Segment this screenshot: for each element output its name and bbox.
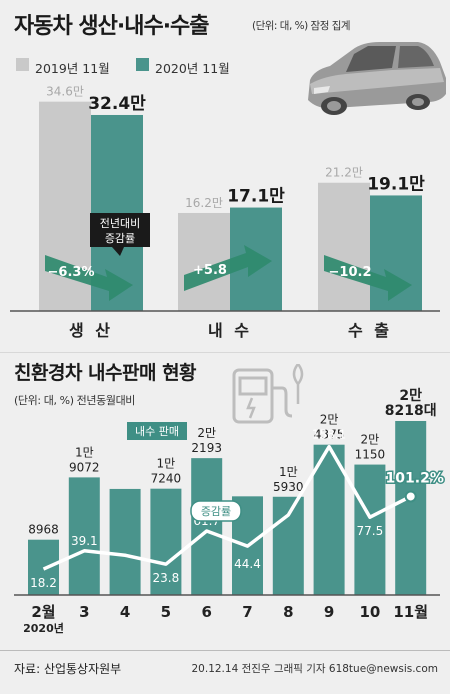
chart2-unit-note: (단위: 대, %) 전년동월대비 xyxy=(14,394,136,407)
callout-box xyxy=(90,213,150,247)
value-label-curr-1: 17.1만 xyxy=(227,187,285,207)
chart1-title: 자동차 생산·내수·수출 xyxy=(14,14,210,39)
chart2-title: 친환경차 내수판매 현황 xyxy=(14,362,197,384)
credit-note: 20.12.14 전진우 그래픽 기자 618tue@newsis.com xyxy=(191,663,439,675)
legend-swatch-prev xyxy=(16,58,29,71)
legend-swatch-curr xyxy=(136,58,149,71)
change-label-1: +5.8 xyxy=(193,263,227,278)
sales-label-1-0: 1만 xyxy=(75,445,94,459)
sales-bar-9 xyxy=(395,420,427,595)
section-divider xyxy=(0,352,450,353)
category-label-1: 내 수 xyxy=(208,321,252,340)
car-illustration xyxy=(308,42,446,115)
sales-label-9-0: 2만 xyxy=(399,388,422,404)
callout-pointer xyxy=(112,247,124,256)
sales-bar-1 xyxy=(68,477,100,595)
month-label-3: 5 xyxy=(161,603,171,621)
month-label-7: 9 xyxy=(324,603,334,621)
sales-bar-3 xyxy=(150,488,182,595)
sales-badge-box xyxy=(127,422,187,440)
rate-label-7: 158.1 xyxy=(312,428,346,442)
rate-label-9: 101.2% xyxy=(386,470,444,486)
value-label-prev-0: 34.6만 xyxy=(46,85,84,99)
month-label-1: 3 xyxy=(79,603,89,621)
sales-label-3-1: 7240 xyxy=(151,472,182,486)
month-label-5: 7 xyxy=(242,603,252,621)
sales-bar-8 xyxy=(354,464,386,595)
category-label-2: 수 출 xyxy=(348,321,392,340)
rate-badge-label: 증감률 xyxy=(201,505,231,518)
rate-label-5: 44.4 xyxy=(234,557,261,571)
legend-label-curr: 2020년 11월 xyxy=(155,61,230,76)
month-label-2: 4 xyxy=(120,603,130,621)
charging-station-icon xyxy=(232,364,304,424)
sales-label-9-1: 8218대 xyxy=(385,403,437,419)
callout-line-1: 전년대비 xyxy=(100,217,140,230)
sales-label-7-1: 4375 xyxy=(314,428,345,442)
sales-label-4-0: 2만 xyxy=(197,426,216,440)
sales-badge-label: 내수 판매 xyxy=(135,425,179,438)
value-label-curr-2: 19.1만 xyxy=(367,174,425,194)
month-label-0: 2월 xyxy=(31,603,55,621)
month-label-9: 11월 xyxy=(393,603,428,621)
change-arrow-1 xyxy=(184,245,272,291)
sales-label-0-0: 8968 xyxy=(28,523,59,537)
sales-bar-6 xyxy=(272,496,304,595)
rate-label-3: 23.8 xyxy=(153,571,180,585)
category-label-0: 생 산 xyxy=(69,321,113,340)
value-label-prev-2: 21.2만 xyxy=(325,166,363,180)
sales-label-6-0: 1만 xyxy=(279,465,298,479)
sales-bar-7 xyxy=(313,444,345,595)
sales-label-7-0: 2만 xyxy=(320,413,339,427)
chart1-svg: 34.6만 32.4만 −6.3% 생 산 16.2만 17.1만 +5.8 내 수 21.2만… xyxy=(10,85,440,340)
sales-label-1-1: 9072 xyxy=(69,460,100,474)
sales-label-8-0: 2만 xyxy=(361,433,380,447)
footer-divider xyxy=(0,650,450,651)
source-note: 자료: 산업통상자원부 xyxy=(14,662,122,676)
rate-label-1: 39.1 xyxy=(71,534,98,548)
change-label-2: −10.2 xyxy=(329,265,372,280)
sales-bar-4 xyxy=(191,458,223,595)
year-note: 2020년 xyxy=(23,621,64,635)
sales-label-6-1: 5930 xyxy=(273,480,304,494)
rate-line xyxy=(42,444,412,571)
change-arrow-0 xyxy=(45,255,133,301)
change-label-0: −6.3% xyxy=(48,265,95,280)
bar-prev-2 xyxy=(318,182,370,311)
month-label-8: 10 xyxy=(359,603,380,621)
month-label-6: 8 xyxy=(283,603,293,621)
month-label-4: 6 xyxy=(201,603,211,621)
chart1-unit-note: (단위: 대, %) 잠정 집계 xyxy=(252,20,351,32)
value-label-curr-0: 32.4만 xyxy=(88,94,146,114)
callout-line-2: 증감률 xyxy=(105,232,135,245)
value-label-prev-1: 16.2만 xyxy=(185,196,223,210)
rate-badge-box xyxy=(190,500,242,522)
rate-label-0: 18.2 xyxy=(30,576,57,590)
sales-label-4-1: 2193 xyxy=(191,441,222,455)
rate-label-8: 77.5 xyxy=(357,524,384,538)
sales-badge: 내수 판매 xyxy=(127,422,187,440)
sales-label-8-1: 1150 xyxy=(355,448,386,462)
legend-label-prev: 2019년 11월 xyxy=(35,61,110,76)
rate-point-9 xyxy=(404,490,417,503)
change-arrow-2 xyxy=(324,255,412,301)
sales-label-3-0: 1만 xyxy=(157,457,176,471)
sales-bar-2 xyxy=(109,488,141,595)
rate-badge: 증감률 xyxy=(190,500,242,522)
